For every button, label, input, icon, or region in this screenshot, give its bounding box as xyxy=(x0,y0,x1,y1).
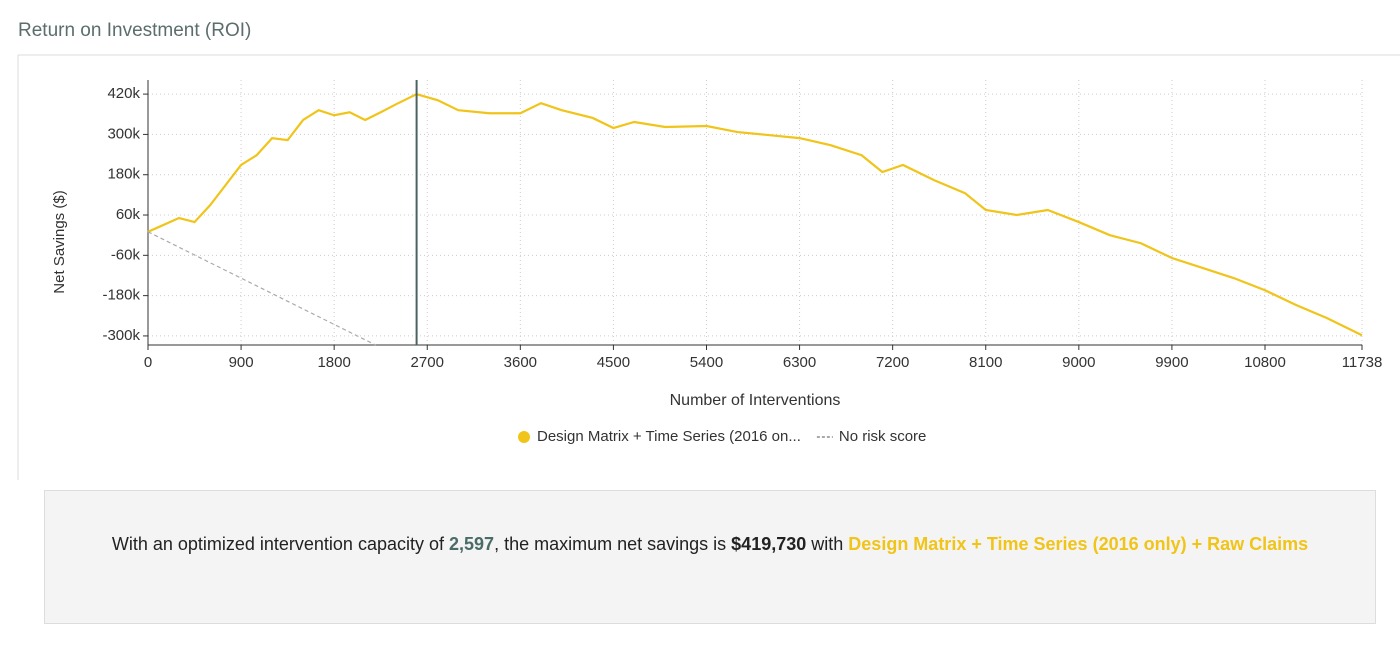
x-tick-label: 900 xyxy=(229,354,254,371)
x-tick-label: 6300 xyxy=(783,354,816,371)
savings: $419,730 xyxy=(731,534,807,554)
y-tick-label: -300k xyxy=(102,327,140,344)
y-tick-label: 300k xyxy=(107,125,140,142)
x-tick-label: 2700 xyxy=(411,354,444,371)
summary-text: , the maximum net savings is xyxy=(494,534,727,554)
y-tick-label: 420k xyxy=(107,85,140,102)
baseline-line xyxy=(147,231,376,346)
x-tick-label: 7200 xyxy=(876,354,909,371)
x-tick-label: 11738 xyxy=(1342,354,1383,371)
y-axis-label: Net Savings ($) xyxy=(51,190,68,293)
capacity: 2,597 xyxy=(449,534,495,554)
x-tick-label: 0 xyxy=(144,354,152,371)
legend-label: Design Matrix + Time Series (2016 on... xyxy=(537,428,801,445)
x-tick-label: 5400 xyxy=(690,354,723,371)
y-tick-label: -60k xyxy=(111,246,141,263)
y-tick-label: 60k xyxy=(116,206,141,223)
x-axis-label: Number of Interventions xyxy=(670,392,841,409)
x-tick-label: 9900 xyxy=(1155,354,1188,371)
model-name: Design Matrix + Time Series (2016 only) … xyxy=(848,534,1309,554)
chart: Net Savings ($) Number of Interventions … xyxy=(17,54,1400,480)
summary-box: With an optimized intervention capacity … xyxy=(44,490,1376,624)
series-line xyxy=(147,93,1363,337)
y-tick-label: 180k xyxy=(107,166,140,183)
summary-text: with xyxy=(811,534,844,554)
x-tick-label: 8100 xyxy=(969,354,1002,371)
y-tick-label: -180k xyxy=(102,287,140,304)
summary-text: With an optimized intervention capacity … xyxy=(111,534,444,554)
legend-swatch xyxy=(518,431,530,443)
legend-label: No risk score xyxy=(839,428,927,445)
x-tick-label: 4500 xyxy=(597,354,630,371)
x-tick-label: 9000 xyxy=(1062,354,1095,371)
x-tick-label: 3600 xyxy=(504,354,537,371)
x-tick-label: 10800 xyxy=(1244,354,1286,371)
x-tick-label: 1800 xyxy=(317,354,350,371)
section-title: Return on Investment (ROI) xyxy=(18,20,252,41)
